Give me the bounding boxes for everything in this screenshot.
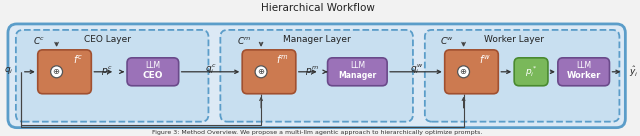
FancyBboxPatch shape bbox=[242, 50, 296, 94]
Text: $\oplus$: $\oplus$ bbox=[257, 67, 265, 76]
Text: $\hat{y}_i$: $\hat{y}_i$ bbox=[629, 64, 639, 79]
Text: Worker Layer: Worker Layer bbox=[484, 35, 545, 44]
Text: $p_i^c$: $p_i^c$ bbox=[101, 64, 113, 78]
FancyBboxPatch shape bbox=[558, 58, 609, 86]
Circle shape bbox=[458, 66, 470, 78]
Text: $f^c$: $f^c$ bbox=[72, 54, 83, 66]
Text: LLM: LLM bbox=[145, 61, 161, 70]
FancyBboxPatch shape bbox=[328, 58, 387, 86]
FancyBboxPatch shape bbox=[514, 58, 548, 86]
Text: $f^m$: $f^m$ bbox=[276, 54, 288, 66]
Text: Worker: Worker bbox=[566, 71, 601, 80]
Text: $q_i$: $q_i$ bbox=[4, 65, 13, 76]
Text: Figure 3: Method Overview. We propose a multi-llm agentic approach to hierarchic: Figure 3: Method Overview. We propose a … bbox=[152, 130, 483, 135]
Text: Manager Layer: Manager Layer bbox=[283, 35, 351, 44]
Circle shape bbox=[51, 66, 63, 78]
Text: $C^m$: $C^m$ bbox=[237, 35, 252, 46]
Text: $\oplus$: $\oplus$ bbox=[52, 67, 61, 76]
Text: $q_i^c$: $q_i^c$ bbox=[205, 62, 216, 76]
Text: $p_i^*$: $p_i^*$ bbox=[525, 64, 537, 79]
Text: $C^w$: $C^w$ bbox=[440, 35, 454, 46]
Text: $C^c$: $C^c$ bbox=[33, 35, 45, 46]
Text: $p_i^m$: $p_i^m$ bbox=[305, 64, 319, 78]
Text: Manager: Manager bbox=[338, 71, 376, 80]
FancyBboxPatch shape bbox=[445, 50, 499, 94]
FancyBboxPatch shape bbox=[127, 58, 179, 86]
FancyBboxPatch shape bbox=[425, 30, 620, 122]
FancyBboxPatch shape bbox=[8, 24, 625, 128]
FancyBboxPatch shape bbox=[38, 50, 92, 94]
Text: CEO Layer: CEO Layer bbox=[84, 35, 131, 44]
Text: LLM: LLM bbox=[350, 61, 365, 70]
Text: $\oplus$: $\oplus$ bbox=[460, 67, 468, 76]
Text: $q_i^w$: $q_i^w$ bbox=[410, 62, 424, 76]
Text: LLM: LLM bbox=[576, 61, 591, 70]
FancyBboxPatch shape bbox=[16, 30, 209, 122]
Text: CEO: CEO bbox=[143, 71, 163, 80]
Text: Hierarchical Workflow: Hierarchical Workflow bbox=[260, 3, 374, 13]
FancyBboxPatch shape bbox=[220, 30, 413, 122]
Text: $f^w$: $f^w$ bbox=[479, 54, 490, 66]
Circle shape bbox=[255, 66, 267, 78]
